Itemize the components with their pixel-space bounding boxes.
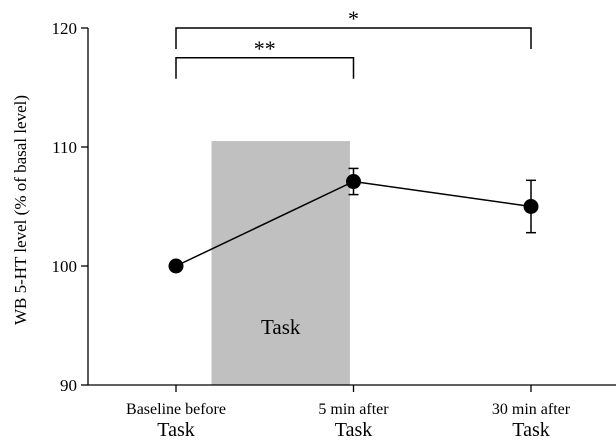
x-tick-label-line1: Baseline before xyxy=(126,401,226,418)
shaded-region xyxy=(211,141,350,385)
y-axis-label: WB 5-HT level (% of basal level) xyxy=(11,95,30,325)
significance-label: * xyxy=(348,6,359,31)
data-point xyxy=(523,199,539,214)
shaded-region-group: Task xyxy=(211,141,350,385)
significance-label: ** xyxy=(254,36,276,61)
x-tick-label-line2: Task xyxy=(335,419,372,440)
x-tick-label-line1: 5 min after xyxy=(318,401,389,418)
significance-bracket xyxy=(175,27,532,49)
data-point xyxy=(168,258,184,274)
x-tick-label-line2: Task xyxy=(157,419,194,440)
x-tick-label-line2: Task xyxy=(512,419,549,440)
y-tick-label: 100 xyxy=(52,257,78,276)
significance-bracket xyxy=(175,57,355,79)
significance-group: *** xyxy=(175,6,532,79)
y-tick-label: 120 xyxy=(52,19,78,38)
y-tick-label: 110 xyxy=(52,138,77,157)
data-point xyxy=(346,174,361,190)
y-tick-label: 90 xyxy=(60,376,77,395)
x-tick-label-line1: 30 min after xyxy=(492,401,571,418)
shaded-region-label: Task xyxy=(261,315,301,339)
series-group xyxy=(168,167,539,274)
